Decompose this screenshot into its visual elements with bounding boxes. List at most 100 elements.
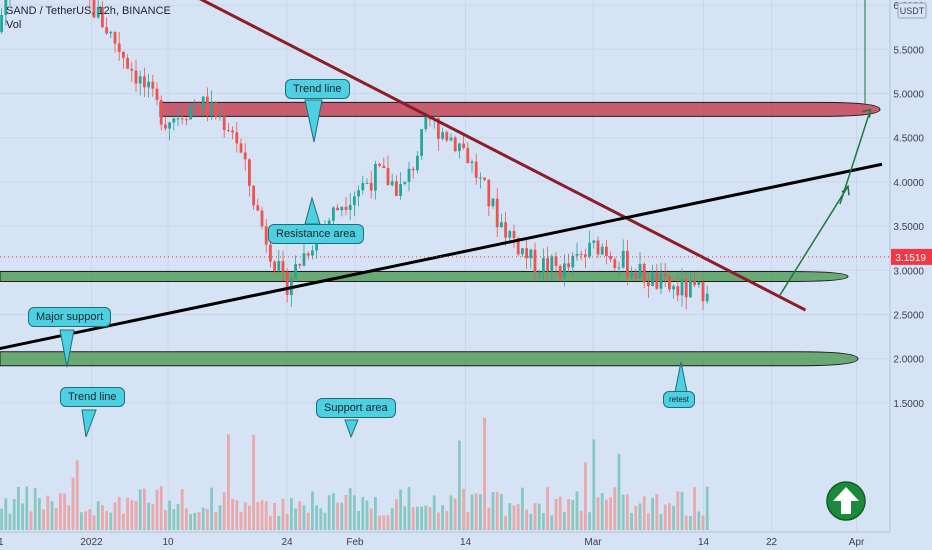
volume-bar xyxy=(193,512,197,530)
volume-bar xyxy=(680,491,684,530)
candle-body xyxy=(185,119,188,121)
candle-body xyxy=(546,258,549,272)
volume-bar xyxy=(437,512,440,530)
projection-leg-2 xyxy=(839,109,872,205)
candle-body xyxy=(353,196,356,205)
candle-body xyxy=(327,220,331,226)
volume-bar xyxy=(248,505,251,530)
volume-bar xyxy=(651,497,654,530)
volume-bar xyxy=(411,507,415,530)
callout-pointer xyxy=(344,419,359,439)
candle-body xyxy=(298,264,302,266)
volume-bar xyxy=(197,512,201,530)
candle-body xyxy=(189,106,192,120)
trend-lines xyxy=(0,0,883,439)
volume-bar xyxy=(672,505,675,530)
candle-body xyxy=(306,253,310,256)
volume-bar xyxy=(256,502,260,530)
time-axis-bg xyxy=(0,532,890,550)
volume-bar xyxy=(365,500,369,530)
volume-bar xyxy=(428,507,432,530)
candle-body xyxy=(689,280,692,298)
volume-bar xyxy=(521,487,524,530)
candle-body xyxy=(264,226,268,245)
callout-trend-line-top[interactable]: Trend line xyxy=(285,79,350,99)
candle-body xyxy=(201,96,205,110)
volume-bar xyxy=(634,506,638,530)
candle-body xyxy=(701,282,705,302)
zone-band xyxy=(0,270,849,282)
candle-body xyxy=(285,271,289,296)
candle-body xyxy=(655,272,659,289)
volume-bar xyxy=(59,493,62,530)
symbol-title[interactable]: SAND / TetherUS, 12h, BINANCE xyxy=(6,5,171,17)
candle-body xyxy=(260,210,264,227)
candle-body xyxy=(600,246,604,255)
volume-bar xyxy=(277,515,281,530)
chart-header: SAND / TetherUS, 12h, BINANCE Vol xyxy=(6,4,171,32)
volume-bar xyxy=(668,503,671,530)
candle-body xyxy=(357,190,360,197)
candle-body xyxy=(227,130,230,132)
volume-bar xyxy=(281,498,285,530)
candle-body xyxy=(403,181,407,185)
candle-body xyxy=(470,161,474,163)
callout-resistance-area[interactable]: Resistance area xyxy=(268,224,364,244)
volume-bar xyxy=(567,499,570,530)
volume-bar xyxy=(319,508,323,530)
callout-retest[interactable]: retest xyxy=(663,391,696,408)
volume-bar xyxy=(96,501,100,530)
candle-body xyxy=(193,105,197,107)
candle-body xyxy=(516,238,520,255)
candle-body xyxy=(558,266,562,278)
volume-bar xyxy=(109,512,113,530)
candle-body xyxy=(567,263,570,268)
candle-body xyxy=(449,137,453,141)
candle-body xyxy=(626,250,629,277)
candle-body xyxy=(294,264,297,280)
price-tick-label: 4.0000 xyxy=(893,178,924,189)
volume-bar xyxy=(416,506,419,530)
volume-bar xyxy=(46,495,50,530)
volume-bar xyxy=(705,486,709,530)
candle-body xyxy=(96,7,100,18)
callout-trend-line-bottom[interactable]: Trend line xyxy=(60,387,125,407)
price-tick-label: 1.5000 xyxy=(893,399,924,410)
candle-body xyxy=(92,0,96,18)
volume-bar xyxy=(63,493,66,530)
volume-bar xyxy=(252,434,255,530)
callout-major-support[interactable]: Major support xyxy=(28,307,112,327)
volume-bar xyxy=(42,509,45,530)
candle-body xyxy=(138,76,142,84)
candle-body xyxy=(109,31,113,34)
candle-body xyxy=(252,185,255,206)
candle-body xyxy=(651,272,654,287)
callout-support-area[interactable]: Support area xyxy=(316,398,396,418)
volume-bar xyxy=(542,513,545,530)
time-tick-label: 2022 xyxy=(80,537,103,548)
up-arrow-badge[interactable] xyxy=(826,481,866,521)
volume-bar xyxy=(222,492,226,530)
candle-body xyxy=(382,165,386,169)
volume-bar xyxy=(130,500,134,530)
candle-body xyxy=(277,261,281,271)
candle-body xyxy=(697,282,701,285)
candle-body xyxy=(588,242,591,257)
volume-bar xyxy=(596,497,600,530)
volume-label[interactable]: Vol xyxy=(6,19,22,31)
volume-bar xyxy=(201,507,205,530)
candle-body xyxy=(122,51,125,58)
volume-bar xyxy=(206,509,209,530)
volume-bar xyxy=(571,499,575,530)
price-tick-label: 3.0000 xyxy=(893,266,924,277)
time-tick-label: Apr xyxy=(849,537,865,548)
volume-bar xyxy=(470,494,474,530)
volume-bar xyxy=(676,491,680,530)
currency-label: USDT xyxy=(900,6,925,16)
candle-body xyxy=(231,130,234,133)
volume-bar xyxy=(67,505,71,530)
volume-bar xyxy=(689,515,692,530)
volume-bar xyxy=(441,505,444,530)
volume-bar xyxy=(311,491,314,530)
